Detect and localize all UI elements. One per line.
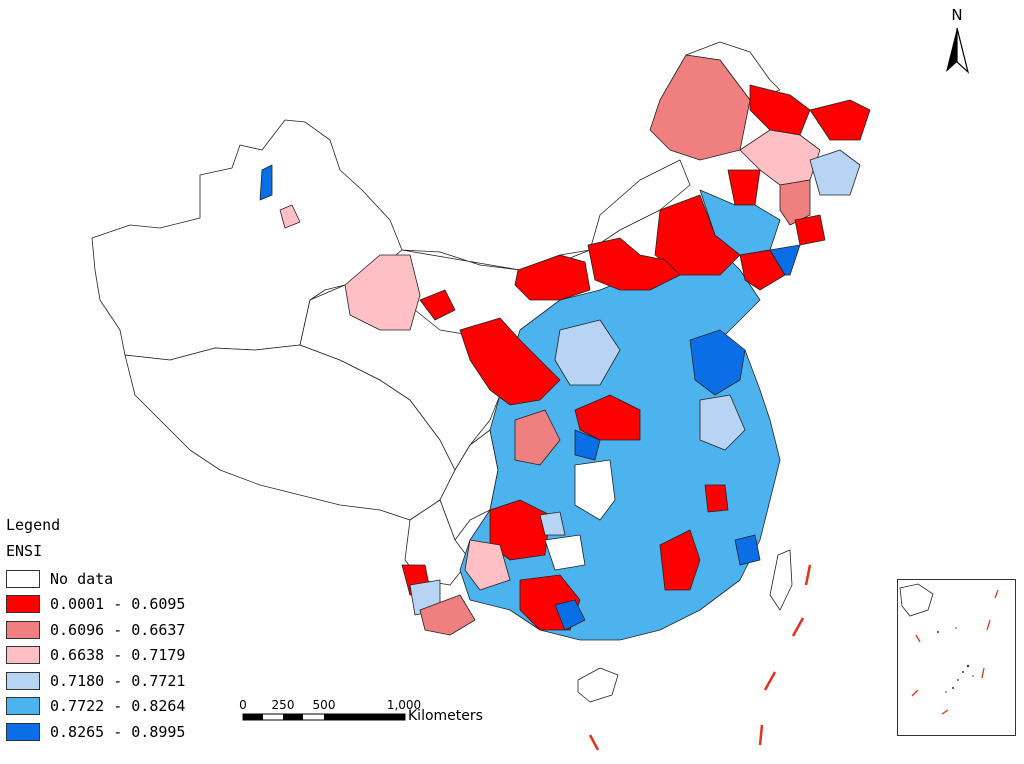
region-guangxi-blue <box>554 599 586 631</box>
legend-item: 0.8265 - 0.8995 <box>6 719 185 745</box>
region-ne-1 <box>649 54 751 161</box>
south-china-sea-inset <box>897 579 1016 736</box>
scale-tick-0: 0 <box>239 698 247 712</box>
dash-2 <box>791 617 805 637</box>
region-central-red-1 <box>574 394 641 441</box>
nodata-regions <box>91 41 781 586</box>
scale-bar-graphic <box>242 713 406 721</box>
region-yunnan-south <box>404 499 471 586</box>
region-ne-5 <box>809 149 861 196</box>
legend-title: Legend <box>6 516 61 534</box>
legend-label: 0.0001 - 0.6095 <box>50 595 186 614</box>
region-gansu-red <box>419 289 456 321</box>
legend-rows: No data 0.0001 - 0.6095 0.6096 - 0.6637 0.6… <box>6 566 185 745</box>
region-ne-4 <box>809 99 871 141</box>
region-ne-11 <box>739 249 786 291</box>
region-shandong <box>689 329 746 396</box>
region-sw-pink <box>464 539 511 591</box>
region-yunnan-pink <box>419 594 476 636</box>
dash-5 <box>588 734 600 751</box>
region-east-base <box>459 249 781 641</box>
legend-label: 0.8265 - 0.8995 <box>50 722 186 741</box>
scale-unit: Kilometers <box>408 708 483 724</box>
region-ne-12 <box>769 244 801 276</box>
region-central-lightblue <box>554 319 621 386</box>
maritime-boundary-lines <box>588 564 812 751</box>
inset-coast <box>899 583 934 617</box>
legend-label: No data <box>50 569 114 588</box>
legend-swatch <box>6 646 40 665</box>
region-inner-west <box>401 159 691 271</box>
region-ne-8 <box>654 194 741 276</box>
north-arrow-icon <box>946 27 970 74</box>
legend-label: 0.7722 - 0.8264 <box>50 697 186 716</box>
inset-dashes <box>911 589 999 715</box>
legend-item: 0.6096 - 0.6637 <box>6 617 185 643</box>
region-central-pink <box>514 409 561 466</box>
dash-1 <box>804 564 812 586</box>
region-ne-10 <box>794 214 826 246</box>
legend-swatch <box>6 671 40 690</box>
inset-islands <box>937 627 974 693</box>
dash-3 <box>763 671 777 691</box>
north-arrow: N <box>942 6 978 76</box>
scale-bar: 0 250 500 1,000 Kilometers <box>238 698 488 728</box>
scale-tick-250: 250 <box>271 698 295 712</box>
legend-item: 0.0001 - 0.6095 <box>6 592 185 618</box>
legend-label: 0.6096 - 0.6637 <box>50 620 186 639</box>
region-ne-2 <box>749 84 811 136</box>
legend-item: 0.6638 - 0.7179 <box>6 643 185 669</box>
legend: Legend ENSI No data 0.0001 - 0.6095 0.6096… <box>6 516 185 745</box>
legend-field: ENSI <box>6 542 43 560</box>
ensi-regions <box>259 54 871 703</box>
legend-swatch <box>6 569 40 588</box>
region-ningxia-red <box>459 317 561 406</box>
legend-swatch <box>6 697 40 716</box>
legend-swatch <box>6 595 40 614</box>
legend-item: No data <box>6 566 185 592</box>
region-gansu-pink <box>344 254 421 331</box>
scale-tick-1000: 1,000 <box>386 698 422 712</box>
legend-label: 0.6638 - 0.7179 <box>50 646 186 665</box>
region-east-lightblue <box>699 394 746 451</box>
region-im-1 <box>514 254 591 301</box>
region-guangdong-red <box>659 529 701 591</box>
region-xj-blue <box>259 164 273 201</box>
scale-tick-500: 500 <box>312 698 336 712</box>
region-xj-pink <box>279 204 301 229</box>
region-sw-lightblue <box>539 511 566 536</box>
legend-item: 0.7180 - 0.7721 <box>6 668 185 694</box>
inset-map <box>899 583 999 715</box>
region-fujian-blue <box>734 534 761 566</box>
north-label: N <box>951 6 963 24</box>
dash-4 <box>758 724 764 746</box>
region-sw-white <box>544 534 586 571</box>
region-hainan <box>577 667 619 703</box>
legend-label: 0.7180 - 0.7721 <box>50 671 186 690</box>
region-east-red <box>704 484 729 513</box>
region-im-2 <box>587 237 681 291</box>
region-ne-6 <box>727 169 761 206</box>
region-taiwan <box>769 549 793 611</box>
region-central-blue <box>574 429 601 461</box>
legend-swatch <box>6 620 40 639</box>
legend-item: 0.7722 - 0.8264 <box>6 694 185 720</box>
region-central-white <box>574 459 616 521</box>
legend-swatch <box>6 722 40 741</box>
